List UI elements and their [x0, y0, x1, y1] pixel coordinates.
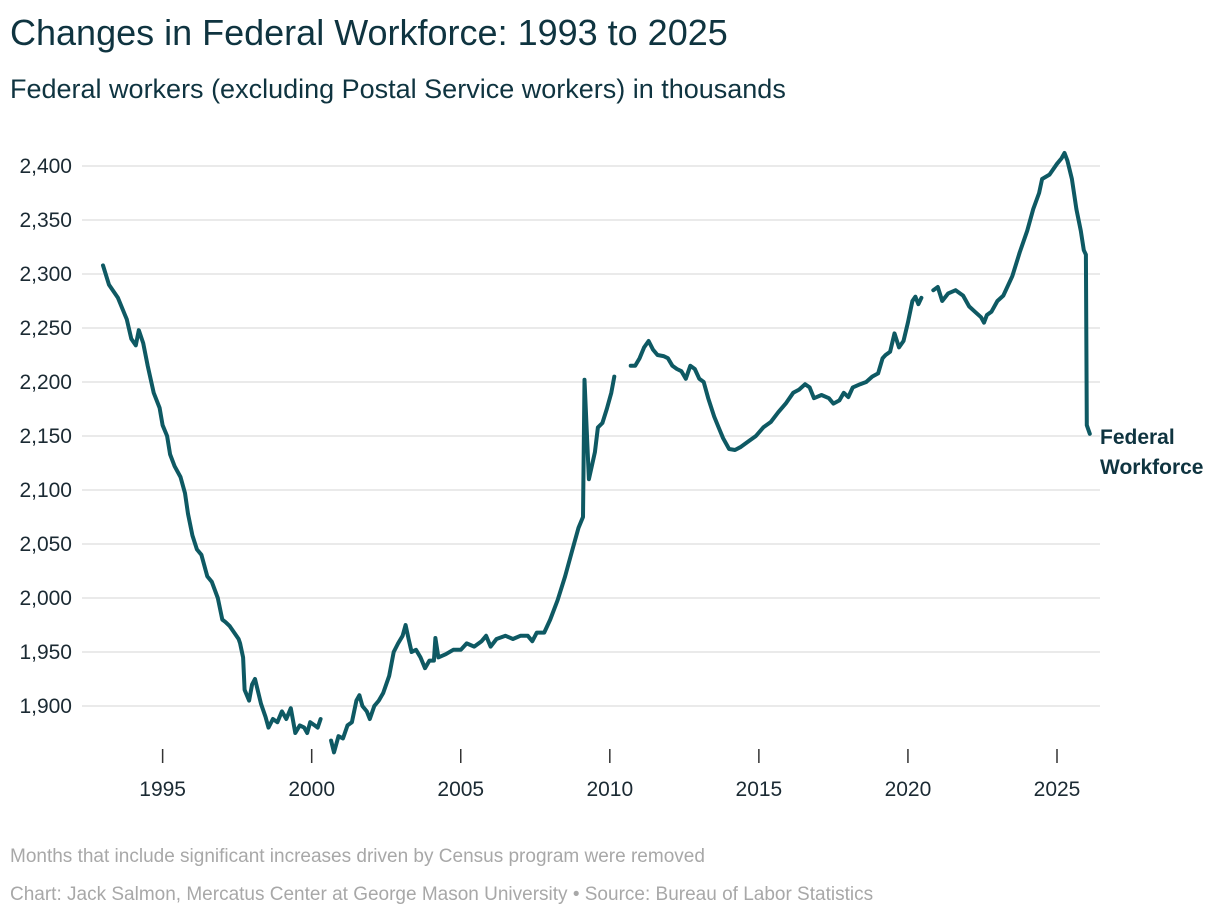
x-tick-label: 2015 — [736, 778, 783, 801]
x-tick-label: 2010 — [586, 778, 633, 801]
x-axis-ticks: 1995 2000 2005 2010 2015 2020 2025 — [139, 749, 1080, 801]
y-axis-ticks: 1,900 1,950 2,000 2,050 2,100 2,150 2,200 2,250… — [19, 155, 72, 718]
series-lines — [101, 151, 1092, 755]
chart-subtitle: Federal workers (excluding Postal Servic… — [10, 74, 786, 104]
series-end-label: Federal — [1100, 426, 1175, 449]
y-tick-label: 2,050 — [19, 533, 72, 556]
x-tick-label: 2000 — [288, 778, 335, 801]
y-tick-label: 2,150 — [19, 425, 72, 448]
series-line-segment — [101, 263, 323, 735]
chart-credit: Chart: Jack Salmon, Mercatus Center at G… — [10, 884, 874, 905]
x-tick-label: 1995 — [139, 778, 186, 801]
x-tick-label: 2025 — [1034, 778, 1081, 801]
chart-title: Changes in Federal Workforce: 1993 to 20… — [10, 12, 728, 53]
y-tick-label: 2,350 — [19, 209, 72, 232]
gridlines — [82, 165, 1100, 707]
x-tick-label: 2005 — [437, 778, 484, 801]
y-tick-label: 2,300 — [19, 263, 72, 286]
series-labels: Federal Workforce — [1100, 426, 1203, 479]
series-end-label: Workforce — [1100, 456, 1203, 479]
y-tick-label: 1,950 — [19, 641, 72, 664]
y-tick-label: 2,250 — [19, 317, 72, 340]
y-tick-label: 2,200 — [19, 371, 72, 394]
series-line-segment — [931, 151, 1092, 436]
series-line-segment — [329, 374, 617, 755]
y-tick-label: 2,000 — [19, 587, 72, 610]
series-line-segment — [628, 294, 924, 452]
chart-footnote: Months that include significant increase… — [10, 846, 705, 867]
y-tick-label: 2,100 — [19, 479, 72, 502]
x-tick-label: 2020 — [885, 778, 932, 801]
y-tick-label: 2,400 — [19, 155, 72, 178]
y-tick-label: 1,900 — [19, 695, 72, 718]
